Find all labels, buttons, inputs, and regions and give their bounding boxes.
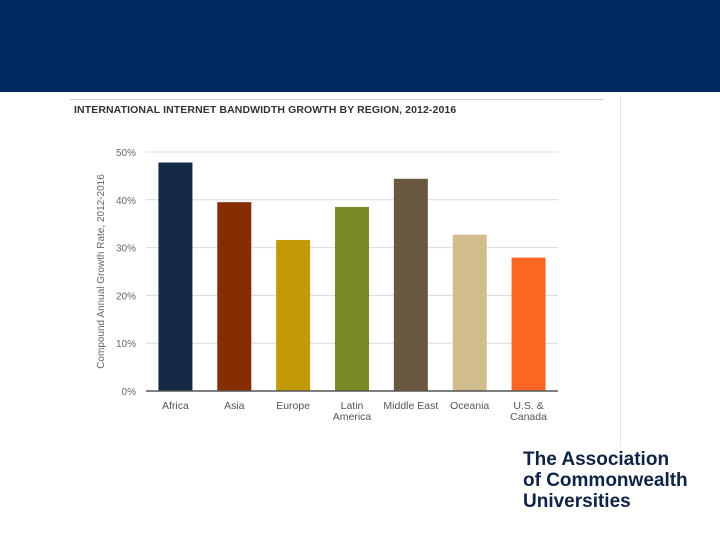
y-tick-label: 40% xyxy=(116,196,136,207)
x-tick-label-line: Oceania xyxy=(450,400,489,412)
x-tick-label: Middle East xyxy=(383,400,438,412)
logo-line-1: The Association xyxy=(523,449,670,470)
bar xyxy=(393,178,428,391)
x-tick-label-line: Latin xyxy=(341,400,364,412)
bar xyxy=(276,239,311,391)
x-tick-label: Europe xyxy=(276,400,310,412)
y-tick-label: 20% xyxy=(116,291,136,302)
side-divider xyxy=(620,96,621,446)
y-tick-label: 10% xyxy=(116,339,136,350)
x-tick-label: Africa xyxy=(162,400,189,412)
x-tick-label-line: Canada xyxy=(510,411,547,423)
x-tick-label: Asia xyxy=(224,400,245,412)
header-bar xyxy=(0,0,720,92)
x-tick-label: Oceania xyxy=(450,400,489,412)
x-tick-label-line: Middle East xyxy=(383,400,438,412)
bar xyxy=(511,257,546,391)
chart-title: INTERNATIONAL INTERNET BANDWIDTH GROWTH … xyxy=(74,104,457,116)
title-divider xyxy=(70,99,603,100)
logo-line-2: of Commonwealth xyxy=(523,470,688,491)
bar xyxy=(158,162,193,391)
bar xyxy=(452,234,487,391)
x-tick-label-line: Europe xyxy=(276,400,310,412)
y-tick-label: 30% xyxy=(116,244,136,255)
x-tick-label-line: America xyxy=(333,411,372,423)
bar xyxy=(217,202,252,391)
x-tick-label: U.S. & Canada xyxy=(510,400,547,423)
x-tick-label-line: U.S. & xyxy=(513,400,543,412)
y-tick-label: 0% xyxy=(122,387,137,398)
bar xyxy=(335,206,369,391)
x-tick-label-line: Asia xyxy=(224,400,245,412)
acu-logo: The Association of Commonwealth Universi… xyxy=(523,449,688,512)
x-tick-label: Latin America xyxy=(333,400,372,423)
y-tick-label: 50% xyxy=(116,148,136,159)
logo-line-3: Universities xyxy=(523,491,631,512)
x-tick-label-line: Africa xyxy=(162,400,189,412)
y-axis-label: Compound Annual Growth Rate, 2012-2016 xyxy=(96,174,107,369)
